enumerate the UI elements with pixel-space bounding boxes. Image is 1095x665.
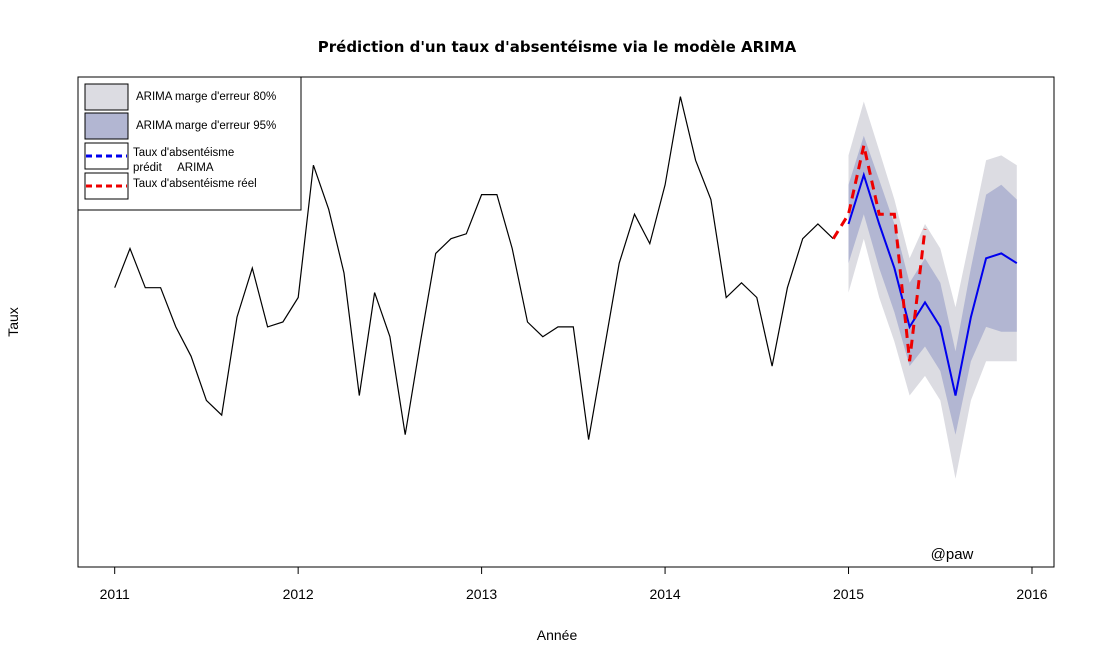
y-axis-label: Taux [5, 307, 21, 337]
chart-title: Prédiction d'un taux d'absentéisme via l… [318, 38, 797, 56]
x-tick-label: 2016 [1016, 586, 1047, 602]
legend-swatch-80 [84, 83, 129, 111]
legend-label-predicted-1: Taux d'absentéisme [133, 147, 234, 159]
x-tick-label: 2011 [100, 586, 130, 602]
legend-label-80: ARIMA marge d'erreur 80% [136, 91, 276, 103]
x-axis: 2011 2012 2013 2014 2015 2016 [100, 566, 1048, 602]
legend-label-95: ARIMA marge d'erreur 95% [136, 120, 276, 132]
watermark: @paw [931, 546, 974, 563]
x-tick-label: 2014 [649, 586, 680, 602]
x-tick-label: 2012 [283, 586, 314, 602]
x-axis-label: Année [537, 627, 578, 643]
x-tick-label: 2013 [466, 586, 497, 602]
series-lines [114, 96, 1018, 440]
legend: ARIMA marge d'erreur 80% ARIMA marge d'e… [77, 76, 302, 211]
legend-label-predicted-2: prédit ARIMA [133, 162, 214, 174]
legend-label-actual: Taux d'absentéisme réel [133, 178, 257, 190]
band-95 [848, 135, 1017, 435]
series-actual [832, 145, 927, 362]
x-tick-label: 2015 [833, 586, 864, 602]
series-predicted [847, 171, 1018, 396]
forecast-bands [848, 101, 1017, 479]
series-history [114, 96, 834, 440]
legend-swatch-95 [84, 112, 129, 140]
